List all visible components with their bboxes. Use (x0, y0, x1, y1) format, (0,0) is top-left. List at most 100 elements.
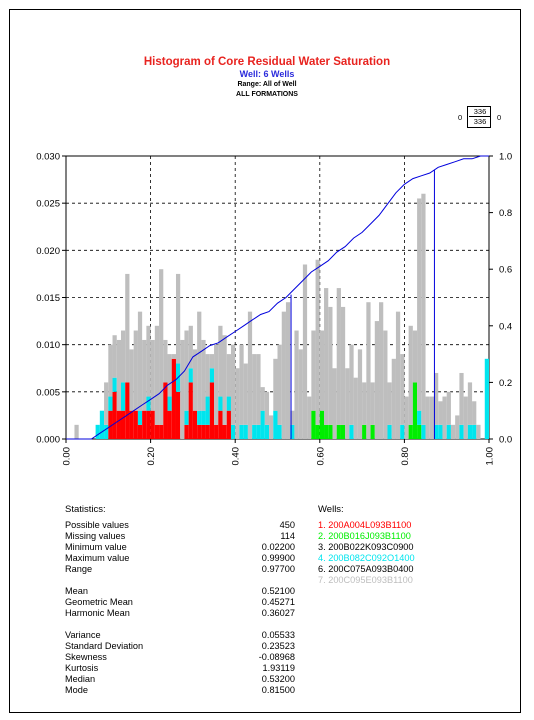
histogram-bar (159, 269, 164, 425)
histogram-bar (95, 424, 100, 439)
statistic-value: 0.97700 (261, 564, 295, 574)
histogram-bar (209, 368, 215, 383)
histogram-bar (252, 424, 257, 439)
statistics-row: Mean 0.52100 (65, 586, 295, 597)
statistics-row: Range 0.97700 (65, 564, 295, 575)
page-frame (9, 9, 521, 713)
histogram-bar (201, 410, 206, 425)
histogram-bar (374, 321, 380, 439)
histogram-bar (175, 391, 181, 439)
histogram-bar (387, 382, 392, 425)
chart-title: Histogram of Core Residual Water Saturat… (143, 56, 391, 68)
histogram-bar (218, 410, 223, 439)
histogram-bar (146, 410, 151, 439)
statistics-row: Variance 0.05533 (65, 630, 295, 641)
histogram-bar (226, 354, 231, 397)
histogram-bar (163, 382, 168, 439)
histogram-bar (438, 424, 443, 439)
statistic-label: Possible values (65, 520, 129, 530)
histogram-bar (184, 330, 189, 411)
x-tick-label: 0.00 (62, 447, 73, 466)
histogram-bar (273, 358, 278, 411)
histogram-bar (108, 410, 113, 439)
histogram-bar (99, 410, 105, 439)
y2-tick-label: 0.8 (499, 208, 512, 219)
chart-subtitle: Well: 6 Wells (239, 69, 295, 79)
histogram-bar (446, 424, 451, 439)
histogram-bar (180, 339, 185, 439)
histogram-bar (125, 382, 130, 439)
histogram-bar (387, 424, 392, 439)
histogram-bar (285, 302, 291, 439)
histogram-bar (400, 354, 405, 425)
histogram-bar (104, 382, 109, 425)
count-right-zero: 0 (497, 113, 502, 122)
histogram-bar (417, 410, 422, 425)
histogram-bar (108, 344, 113, 397)
histogram-bar (235, 368, 240, 439)
histogram-bar (391, 358, 396, 439)
count-denominator: 336 (473, 117, 487, 126)
histogram-bar (247, 311, 253, 439)
histogram-bar (324, 288, 329, 425)
histogram-bar (383, 330, 388, 439)
histogram-bar (230, 344, 236, 425)
histogram-bar (120, 330, 126, 383)
histogram-bar (184, 410, 189, 425)
statistics-row: Standard Deviation 0.23523 (65, 641, 295, 652)
histogram-bar (298, 349, 303, 439)
histogram-bar (315, 424, 320, 439)
well-legend-item: 1. 200A004L093B1100 (318, 520, 412, 530)
histogram-bar (188, 325, 193, 369)
histogram-bar (349, 344, 354, 425)
statistics-row: Minimum value 0.02200 (65, 542, 295, 553)
histogram-bar (345, 368, 350, 439)
histogram-bar (142, 339, 147, 411)
statistics-row: Geometric Mean 0.45271 (65, 597, 295, 608)
histogram-bar (290, 424, 295, 439)
well-legend-item: 6. 200C075A093B0400 (318, 564, 414, 574)
statistic-value: 0.45271 (261, 597, 295, 607)
histogram-bar (133, 330, 138, 411)
y-tick-label: 0.010 (36, 340, 60, 351)
histogram-bar (108, 396, 113, 411)
statistic-value: 114 (280, 531, 295, 541)
histogram-bar (167, 354, 172, 397)
formations-label: ALL FORMATIONS (236, 91, 298, 98)
histogram-bar (366, 302, 371, 439)
statistic-value: -0.08968 (258, 652, 295, 662)
y-tick-label: 0.000 (36, 435, 60, 446)
statistics-row: Mode 0.81500 (65, 685, 295, 696)
histogram-bar (129, 410, 134, 439)
histogram-bar (188, 382, 193, 439)
histogram-bar (197, 410, 202, 425)
histogram-bar (150, 410, 155, 439)
histogram-bar (290, 410, 295, 425)
count-left-zero: 0 (458, 113, 463, 122)
histogram-bar (239, 424, 244, 439)
histogram-bar (324, 424, 329, 439)
histogram-bar (370, 424, 375, 439)
statistic-label: Range (65, 564, 93, 574)
histogram-bar (472, 401, 477, 425)
histogram-bar (353, 377, 358, 439)
histogram-bar (362, 424, 367, 439)
histogram-bar (302, 264, 308, 439)
histogram-bar (256, 354, 261, 425)
statistic-value: 0.02200 (261, 542, 295, 552)
histogram-bar (450, 424, 456, 439)
histogram-bar (159, 424, 164, 439)
statistic-label: Standard Deviation (65, 641, 144, 651)
y-tick-label: 0.025 (36, 199, 60, 210)
x-tick-label: 0.20 (146, 447, 157, 466)
histogram-bar (222, 424, 227, 439)
histogram-bar (476, 424, 481, 439)
histogram-bar (201, 339, 206, 411)
statistics-row: Skewness -0.08968 (65, 652, 295, 663)
histogram-bar (340, 424, 346, 439)
histogram-bar (417, 198, 422, 411)
statistic-label: Skewness (65, 652, 107, 662)
y2-tick-label: 0.0 (499, 435, 512, 446)
statistic-value: 0.52100 (261, 586, 295, 596)
histogram-bar (336, 288, 341, 425)
